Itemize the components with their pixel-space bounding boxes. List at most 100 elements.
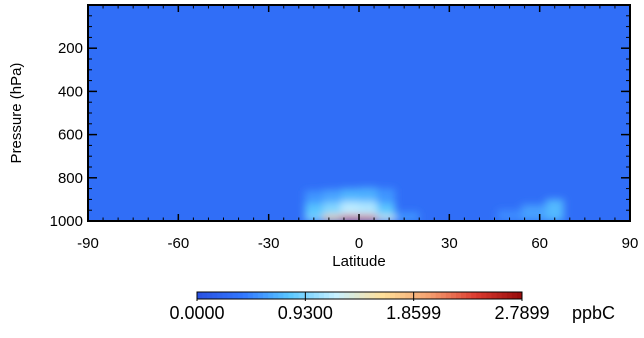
- heatmap-cell: [340, 201, 359, 216]
- y-tick-label: 800: [58, 170, 83, 187]
- colorbar-segment: [466, 292, 472, 299]
- colorbar-tick-label: 0.0000: [169, 303, 224, 323]
- colorbar-segment: [339, 292, 345, 299]
- colorbar-segment: [379, 292, 386, 299]
- x-tick-label: -90: [77, 235, 99, 252]
- colorbar-tick-label: 1.8599: [386, 303, 441, 323]
- x-tick-label: -30: [258, 235, 280, 252]
- colorbar-segment: [491, 292, 498, 299]
- colorbar-segment: [506, 292, 513, 299]
- colorbar-units: ppbC: [572, 303, 615, 323]
- colorbar-segment: [212, 292, 218, 299]
- x-tick-label: 60: [531, 235, 548, 252]
- colorbar-segment: [313, 292, 320, 299]
- anomaly-region: [304, 187, 564, 221]
- colorbar-segment: [247, 292, 254, 299]
- colorbar-segment: [369, 292, 376, 299]
- colorbar-segment: [202, 292, 208, 299]
- colorbar-segment: [400, 292, 406, 299]
- heatmap-cell: [377, 215, 396, 221]
- colorbar-segment: [511, 292, 518, 299]
- heatmap-cell: [497, 210, 522, 221]
- colorbar-segment: [303, 292, 310, 299]
- colorbar-segment: [252, 292, 259, 299]
- colorbar-segment: [516, 292, 523, 299]
- heatmap-cell: [377, 203, 396, 216]
- heatmap-cell: [377, 188, 396, 204]
- colorbar-segment: [329, 292, 335, 299]
- colorbar-segment: [197, 292, 203, 299]
- colorbar-segment: [481, 292, 487, 299]
- colorbar-segment: [217, 292, 223, 299]
- plot-background: [88, 5, 630, 221]
- y-tick-label: 200: [58, 40, 83, 57]
- colorbar-segment: [349, 292, 355, 299]
- colorbar-segment: [420, 292, 427, 299]
- y-axis: 200 400 600 800 1000: [50, 4, 630, 230]
- heatmap-cell: [322, 202, 341, 216]
- colorbar-segment: [308, 292, 315, 299]
- heatmap-cell: [359, 187, 378, 204]
- colorbar-segment: [435, 292, 442, 299]
- y-tick-label: 600: [58, 127, 83, 144]
- colorbar-segment: [283, 292, 289, 299]
- heatmap-cell: [304, 203, 323, 216]
- colorbar-tick-label: 0.9300: [278, 303, 333, 323]
- colorbar-segment: [207, 292, 213, 299]
- colorbar-segment: [298, 292, 305, 299]
- colorbar-segment: [242, 292, 249, 299]
- colorbar-segment: [364, 292, 371, 299]
- y-tick-label: 1000: [50, 213, 83, 230]
- colorbar-segment: [263, 292, 269, 299]
- colorbar-segment: [496, 292, 503, 299]
- colorbar-segment: [232, 292, 239, 299]
- x-axis: -90 -60 -30 0 30 60 90: [77, 5, 638, 252]
- colorbar-segment: [374, 292, 381, 299]
- colorbar-segment: [257, 292, 264, 299]
- colorbar-segment: [501, 292, 508, 299]
- heatmap-cell: [395, 212, 420, 221]
- colorbar-segment: [486, 292, 493, 299]
- y-tick-label: 400: [58, 83, 83, 100]
- colorbar-segment: [237, 292, 244, 299]
- colorbar-segment: [415, 292, 421, 299]
- colorbar-segment: [384, 292, 391, 299]
- colorbar-segment: [278, 292, 284, 299]
- heatmap-cell: [340, 188, 359, 204]
- heatmap-cell: [359, 201, 378, 216]
- colorbar-segment: [293, 292, 300, 299]
- colorbar-segment: [334, 292, 340, 299]
- heatmap-cell: [545, 199, 564, 221]
- heatmap-cell: [340, 215, 359, 221]
- colorbar-segment: [476, 292, 482, 299]
- x-tick-label: 90: [622, 235, 639, 252]
- heatmap-cell: [359, 215, 378, 221]
- colorbar-segment: [455, 292, 462, 299]
- heatmap-cell: [521, 204, 546, 221]
- colorbar-segment: [318, 292, 325, 299]
- colorbar-segment: [227, 292, 234, 299]
- colorbar-segment: [288, 292, 294, 299]
- colorbar-tick-label: 2.7899: [494, 303, 549, 323]
- heatmap-cells: [304, 187, 564, 221]
- colorbar-segment: [354, 292, 360, 299]
- colorbar-segment: [359, 292, 366, 299]
- colorbar-segment: [425, 292, 432, 299]
- colorbar-segment: [389, 292, 396, 299]
- x-tick-label: 30: [441, 235, 458, 252]
- colorbar-segment: [410, 292, 416, 299]
- x-tick-label: 0: [355, 235, 363, 252]
- colorbar-segment: [430, 292, 437, 299]
- colorbar-segment: [471, 292, 477, 299]
- heatmap-cell: [322, 189, 341, 204]
- colorbar-segment: [440, 292, 447, 299]
- heatmap-cell: [304, 190, 323, 204]
- x-axis-label: Latitude: [332, 253, 385, 270]
- colorbar-segment: [461, 292, 467, 299]
- colorbar: 0.0000 0.9300 1.8599 2.7899: [169, 291, 550, 323]
- colorbar-segment: [273, 292, 279, 299]
- colorbar-segment: [222, 292, 228, 299]
- x-tick-label: -60: [167, 235, 189, 252]
